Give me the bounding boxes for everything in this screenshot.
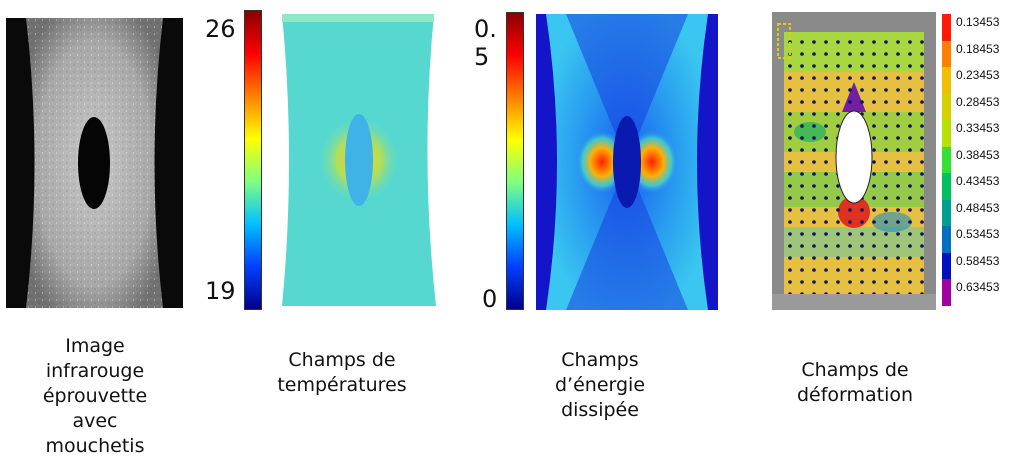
deformation-legend: 0.13453 0.18453 0.23453 0.28453 0.33453 0.384… [940,8,1013,318]
caption-line: d’énergie [540,373,660,398]
temp-scale-min: 19 [205,278,236,304]
caption-line: Champs de [262,348,422,373]
dissipated-energy-field-map [536,14,718,310]
legend-value: 0.48453 [956,201,999,215]
legend-swatch [942,147,951,174]
legend-swatch [942,41,951,68]
temperature-field-map [276,10,442,310]
legend-swatch [942,173,951,200]
energy-scale-max-line1: 0. [474,16,497,42]
caption-line: déformation [770,383,940,408]
legend-swatch [942,253,951,280]
legend-value: 0.53453 [956,227,999,241]
legend-value: 0.23453 [956,68,999,82]
energy-scale-max-line2: 5 [474,44,489,70]
caption-line: mouchetis [20,434,170,459]
infrared-specimen-image [6,18,183,308]
temp-scale-max: 26 [205,16,236,42]
legend-value: 0.18453 [956,42,999,56]
caption-line: infrarouge [20,359,170,384]
legend-swatch [942,279,951,306]
legend-swatch [942,226,951,253]
legend-value: 0.13453 [956,15,999,29]
energy-scale-min: 0 [482,286,497,312]
legend-value: 0.43453 [956,174,999,188]
caption-deformation: Champs de déformation [770,358,940,408]
legend-swatch [942,200,951,227]
caption-temperature-field: Champs de températures [262,348,422,398]
legend-value: 0.58453 [956,254,999,268]
caption-line: Champs [540,348,660,373]
caption-line: dissipée [540,398,660,423]
legend-swatch [942,94,951,121]
legend-swatch [942,67,951,94]
temp-colorbar [244,10,262,310]
caption-infrared-image: Image infrarouge éprouvette avec mouchet… [20,334,170,459]
caption-line: Champs de [770,358,940,383]
legend-value: 0.28453 [956,95,999,109]
deformation-field-map [772,12,936,310]
legend-swatch [942,14,951,41]
caption-line: Image [20,334,170,359]
caption-line: températures [262,373,422,398]
legend-swatch [942,120,951,147]
legend-value: 0.38453 [956,148,999,162]
legend-value: 0.63453 [956,280,999,294]
caption-line: éprouvette [20,384,170,409]
energy-colorbar [506,12,524,310]
caption-line: avec [20,409,170,434]
caption-dissipated-energy: Champs d’énergie dissipée [540,348,660,423]
legend-value: 0.33453 [956,121,999,135]
